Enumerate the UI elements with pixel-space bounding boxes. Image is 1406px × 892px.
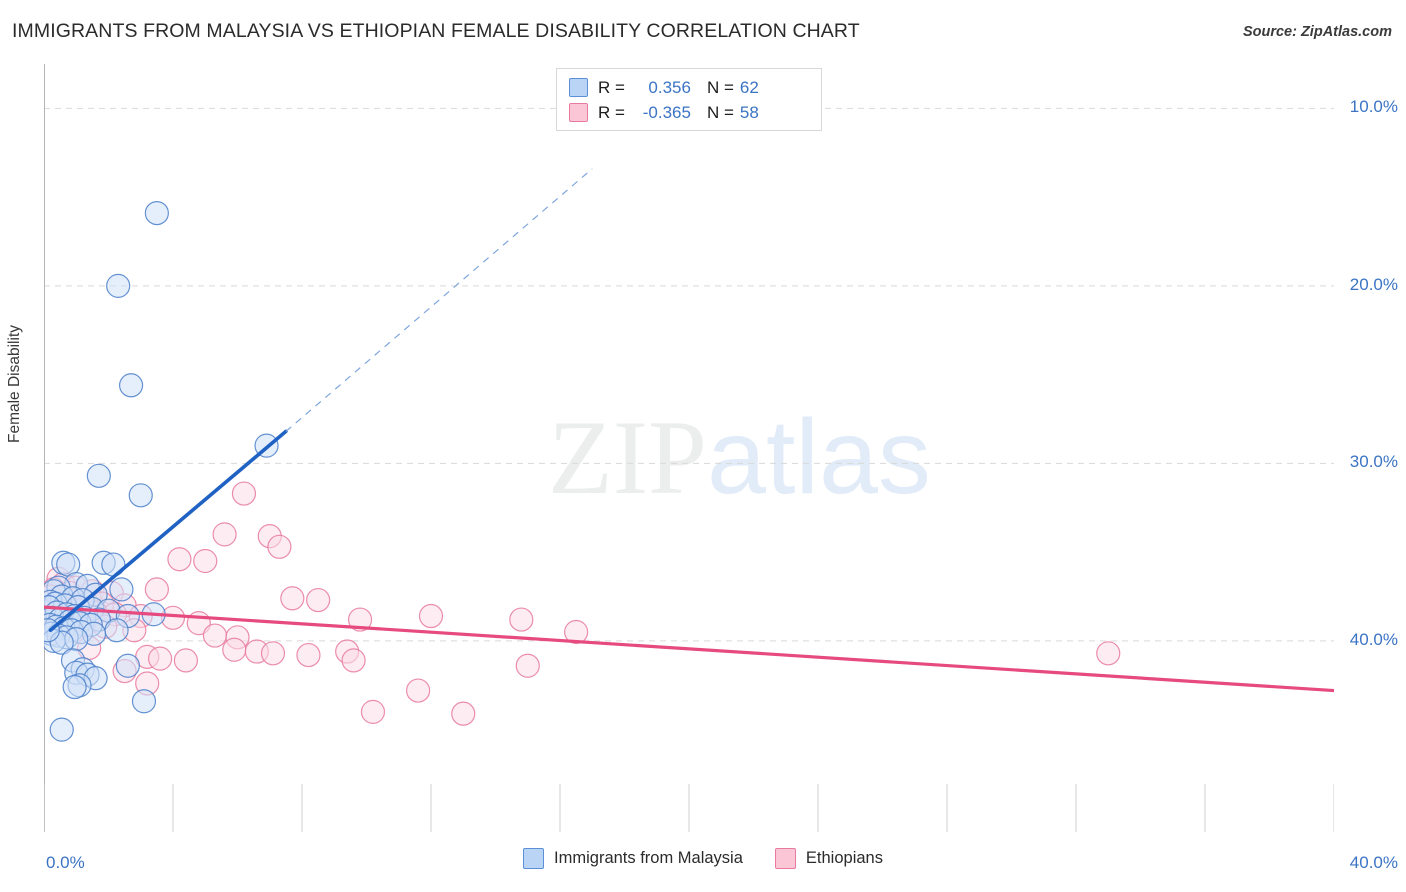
scatter-point — [1096, 641, 1121, 666]
scatter-point — [49, 717, 74, 742]
scatter-point — [418, 603, 444, 629]
scatter-point — [231, 481, 257, 506]
n-value-blue: 62 — [739, 77, 759, 97]
page-title: IMMIGRANTS FROM MALAYSIA VS ETHIOPIAN FE… — [12, 20, 860, 42]
scatter-point — [106, 273, 131, 298]
scatter-point — [509, 607, 534, 632]
legend-swatch-blue-icon — [569, 78, 588, 97]
legend-swatch-pink-icon — [569, 103, 588, 122]
trendline-ethiopians — [44, 605, 1334, 693]
scatter-point — [109, 577, 134, 602]
data-points — [44, 201, 1121, 742]
legend-label-ethiopians: Ethiopians — [805, 849, 883, 867]
y-axis-title-text: Female Disability — [6, 324, 24, 444]
scatter-point — [173, 648, 198, 673]
scatter-point — [86, 463, 111, 488]
trendline-malaysia-projection — [285, 168, 593, 432]
scatter-point — [193, 548, 218, 574]
scatter-point — [306, 587, 331, 613]
scatter-point — [167, 547, 192, 572]
scatter-point — [280, 586, 305, 611]
scatter-point — [118, 373, 144, 398]
scatter-point — [144, 577, 169, 602]
plot-area — [44, 64, 1334, 832]
scatter-point — [341, 648, 366, 673]
source-label: Source: ZipAtlas.com — [1242, 24, 1392, 40]
series-legend: Immigrants from Malaysia Ethiopians — [0, 848, 1406, 869]
scatter-point — [222, 637, 247, 662]
legend-item-ethiopians[interactable]: Ethiopians — [774, 848, 883, 869]
scatter-point — [128, 483, 153, 508]
scatter-point — [515, 653, 540, 678]
y-axis-title: Female Disability — [0, 0, 30, 768]
scatter-point — [267, 534, 292, 559]
x-axis-max-label: 40.0% — [1349, 853, 1398, 872]
n-label-blue: N = — [706, 77, 734, 97]
r-value-pink: -0.365 — [642, 102, 691, 122]
y-tick-label-10: 10.0% — [1349, 97, 1398, 117]
legend-label-malaysia: Immigrants from Malaysia — [554, 849, 743, 867]
scatter-point — [115, 653, 140, 678]
scatter-point — [296, 642, 321, 668]
correlation-row-ethiopians: R = -0.365 N = 58 — [569, 100, 811, 125]
scatter-plot-svg — [44, 64, 1334, 832]
legend-color-swatch-malaysia-icon — [523, 848, 545, 869]
r-label-pink: R = — [598, 102, 625, 122]
scatter-point — [212, 522, 237, 547]
scatter-point — [144, 201, 169, 226]
legend-item-malaysia[interactable]: Immigrants from Malaysia — [523, 848, 743, 869]
legend-color-swatch-ethiopians-icon — [774, 848, 796, 869]
scatter-point — [360, 699, 386, 724]
scatter-point — [564, 619, 589, 645]
y-tick-label-30: 30.0% — [1349, 452, 1398, 472]
scatter-point — [202, 623, 228, 648]
n-value-pink: 58 — [739, 102, 759, 122]
r-value-blue: 0.356 — [648, 77, 691, 97]
y-tick-label-40: 40.0% — [1349, 629, 1398, 649]
trendline-malaysia — [48, 429, 288, 633]
scatter-point — [347, 607, 373, 632]
correlation-row-malaysia: R = 0.356 N = 62 — [569, 75, 811, 100]
scatter-point — [260, 641, 286, 666]
scatter-point — [451, 701, 476, 726]
scatter-point — [147, 646, 173, 671]
y-tick-label-20: 20.0% — [1349, 274, 1398, 294]
n-label-pink: N = — [706, 102, 734, 122]
scatter-point — [131, 689, 157, 714]
correlation-legend: R = 0.356 N = 62 R = -0.365 N = 58 — [556, 68, 822, 131]
scatter-point — [406, 678, 431, 703]
r-label-blue: R = — [598, 77, 625, 97]
scatter-point — [104, 618, 129, 643]
scatter-point — [62, 674, 87, 700]
x-axis-min-label: 0.0% — [46, 853, 85, 872]
